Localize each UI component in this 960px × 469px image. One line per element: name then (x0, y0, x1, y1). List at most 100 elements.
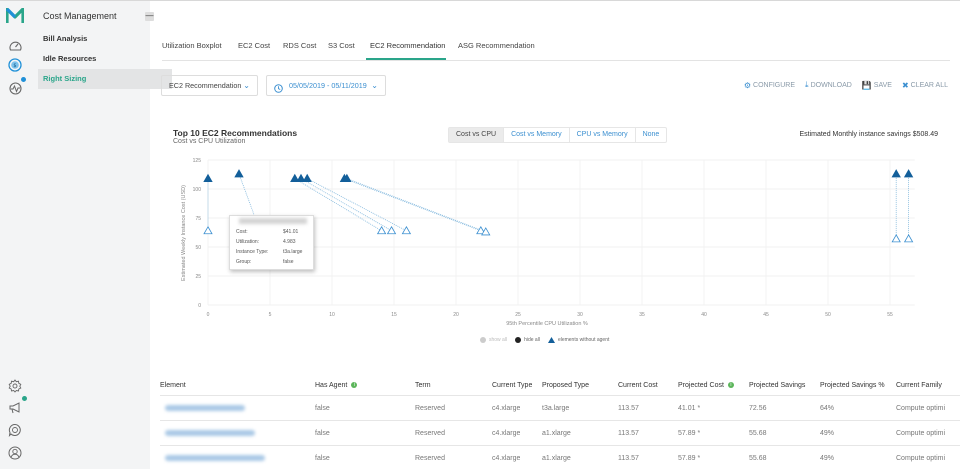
svg-text:$: $ (13, 63, 16, 69)
chart-view-toggle: Cost vs CPU Cost vs Memory CPU vs Memory… (448, 127, 668, 143)
chart-subtitle: Cost vs CPU Utilization (173, 138, 246, 145)
projected-cost-point (386, 225, 397, 235)
col-current-type[interactable]: Current Type (492, 382, 533, 389)
support-chat-icon[interactable] (7, 422, 23, 438)
close-icon: ✖ (901, 80, 909, 90)
col-current-family[interactable]: Current Family (896, 382, 942, 389)
current-cost-point (203, 173, 213, 182)
logo-icon[interactable] (6, 7, 24, 25)
cell-current-type: c4.xlarge (492, 455, 521, 462)
legend-hide-all[interactable]: hide all (515, 337, 540, 343)
legend-show-all[interactable]: show all (480, 337, 507, 343)
announcements-megaphone-icon[interactable] (7, 399, 23, 415)
recommendation-links (207, 173, 909, 258)
cell-current-family: Compute optimi (896, 405, 946, 412)
tab-asg-recommendation[interactable]: ASG Recommendation (458, 41, 535, 50)
svg-text:20: 20 (453, 312, 459, 318)
user-profile-icon[interactable] (7, 445, 23, 461)
tab-rds-cost[interactable]: RDS Cost (283, 41, 317, 50)
col-element[interactable]: Element (160, 382, 186, 389)
download-icon: ⤓ (805, 80, 809, 89)
cell-has-agent: false (315, 455, 330, 462)
svg-text:30: 30 (577, 312, 583, 318)
chart-title: Top 10 EC2 Recommendations (173, 128, 298, 138)
col-projected-savings[interactable]: Projected Savings (749, 382, 806, 389)
settings-gear-icon[interactable] (7, 378, 23, 394)
svg-text:125: 125 (193, 158, 202, 164)
table-row[interactable]: false Reserved c4.xlarge t3a.large 113.5… (160, 395, 960, 420)
scatter-plot[interactable]: 0 25 50 75 100 125 0 5 10 15 20 25 30 35 40 45 50 55 Esti… (150, 1, 960, 341)
section-title: Cost Management (43, 11, 117, 21)
tab-ec2-cost[interactable]: EC2 Cost (238, 41, 271, 50)
collapse-sidebar-button[interactable]: — (145, 11, 154, 21)
cell-has-agent: false (315, 430, 330, 437)
col-projected-cost[interactable]: Projected Cost i (678, 373, 734, 398)
legend-elements-without-agent[interactable]: elements without agent (547, 337, 609, 343)
projected-cost-point (891, 234, 901, 243)
cell-current-cost: 113.57 (618, 455, 639, 462)
sub-navigation: Cost Management Bill Analysis Idle Resou… (30, 1, 172, 469)
chevron-down-icon: ⌄ (243, 81, 250, 90)
table-row[interactable]: false Reserved c4.xlarge a1.xlarge 113.5… (160, 445, 960, 469)
col-term[interactable]: Term (415, 382, 431, 389)
info-icon[interactable]: i (351, 382, 358, 389)
tab-utilization-boxplot[interactable]: Utilization Boxplot (162, 41, 222, 50)
cell-has-agent: false (315, 405, 330, 412)
notification-dot (22, 396, 27, 401)
projected-cost-point (401, 225, 412, 235)
subnav-item-right-sizing[interactable]: Right Sizing (38, 69, 172, 89)
col-has-agent[interactable]: Has Agent i (315, 373, 358, 398)
projected-cost-point (203, 225, 213, 235)
tab-s3-cost[interactable]: S3 Cost (328, 41, 355, 50)
subnav-item-idle-resources[interactable]: Idle Resources (43, 54, 97, 63)
tab-ec2-recommendation[interactable]: EC2 Recommendation (370, 41, 446, 50)
cell-term: Reserved (415, 455, 445, 462)
view-none[interactable]: None (634, 128, 667, 142)
circle-icon (515, 337, 522, 343)
svg-text:100: 100 (193, 187, 202, 193)
monitoring-pulse-icon[interactable] (7, 80, 23, 96)
table-row[interactable]: false Reserved c4.xlarge a1.xlarge 113.5… (160, 420, 960, 445)
info-icon[interactable]: i (727, 382, 734, 389)
svg-text:40: 40 (701, 312, 707, 318)
save-button[interactable]: 💾 SAVE (861, 80, 892, 90)
subnav-item-bill-analysis[interactable]: Bill Analysis (43, 34, 88, 43)
cell-projected-cost: 57.89 * (678, 430, 701, 437)
view-cost-vs-cpu[interactable]: Cost vs CPU (449, 128, 504, 142)
chevron-down-icon: ⌄ (371, 81, 378, 90)
current-cost-point (290, 173, 300, 182)
report-type-select[interactable]: EC2 Recommendation ⌄ (161, 75, 258, 96)
svg-text:75: 75 (195, 216, 201, 222)
configure-button[interactable]: ⚙ CONFIGURE (743, 80, 796, 90)
tooltip-element-name-redacted (239, 218, 307, 224)
svg-text:0: 0 (207, 312, 210, 318)
current-cost-point (302, 173, 312, 182)
view-cpu-vs-memory[interactable]: CPU vs Memory (568, 128, 635, 142)
clear-all-button[interactable]: ✖ CLEAR ALL (901, 80, 948, 90)
svg-text:25: 25 (195, 274, 201, 280)
current-cost-point (891, 169, 901, 178)
download-button[interactable]: ⤓ DOWNLOAD (805, 80, 852, 89)
dashboard-gauge-icon[interactable] (7, 37, 23, 53)
current-cost-point (234, 169, 244, 178)
col-projected-savings-pct[interactable]: Projected Savings % (820, 382, 885, 389)
main-content: Utilization Boxplot EC2 Cost RDS Cost S3… (150, 1, 960, 469)
svg-text:0: 0 (198, 303, 201, 309)
element-link-redacted[interactable] (165, 430, 255, 436)
view-cost-vs-memory[interactable]: Cost vs Memory (503, 128, 569, 142)
plot-ticks: 0 25 50 75 100 125 0 5 10 15 20 25 30 35 40 45 50 55 (193, 158, 893, 318)
icon-rail: $ (0, 1, 30, 469)
projected-cost-point (481, 227, 491, 236)
cell-current-family: Compute optimi (896, 430, 946, 437)
element-link-redacted[interactable] (165, 455, 265, 461)
gear-icon: ⚙ (743, 80, 752, 90)
date-range-picker[interactable]: 05/05/2019 - 05/11/2019 ⌄ (266, 75, 386, 96)
circle-icon (480, 337, 486, 343)
cell-projected-savings: 55.68 (749, 455, 767, 462)
element-link-redacted[interactable] (165, 405, 245, 411)
col-current-cost[interactable]: Current Cost (618, 382, 658, 389)
cost-dollar-icon[interactable]: $ (7, 57, 23, 73)
current-cost-point (296, 173, 306, 182)
col-proposed-type[interactable]: Proposed Type (542, 382, 589, 389)
svg-text:50: 50 (825, 312, 831, 318)
